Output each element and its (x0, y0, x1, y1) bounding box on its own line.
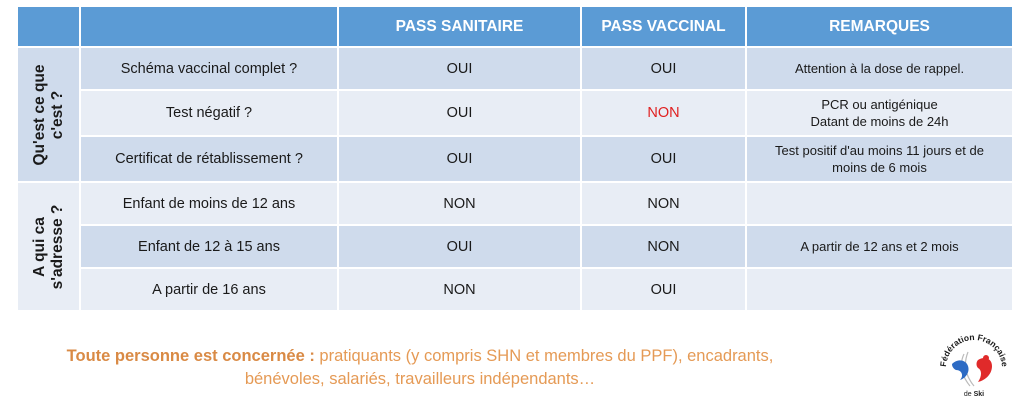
header-empty-criterion (79, 5, 339, 48)
note-line1: pratiquants (y compris SHN et membres du… (314, 347, 774, 365)
remark-cell (745, 267, 1014, 312)
pass-sanitaire-cell: OUI (337, 224, 582, 269)
remark-cell: Test positif d'au moins 11 jours et de m… (745, 135, 1014, 183)
criterion-cell: Schéma vaccinal complet ? (79, 46, 339, 91)
pass-sanitaire-cell: NON (337, 267, 582, 312)
pass-vaccinal-cell: OUI (580, 267, 747, 312)
header-empty-group (16, 5, 81, 48)
pass-sanitaire-cell: OUI (337, 89, 582, 137)
table-row: Test négatif ? OUI NON PCR ou antigéniqu… (17, 89, 1014, 137)
table-row: A qui ca s'adresse ? Enfant de moins de … (16, 181, 1014, 312)
criterion-cell: A partir de 16 ans (79, 267, 339, 312)
table-row: Qu'est ce que c'est ? Schéma vaccinal co… (16, 46, 1014, 183)
criterion-cell: Test négatif ? (79, 89, 339, 137)
ffs-logo: Fédération Française de Ski (934, 322, 1014, 402)
pass-vaccinal-cell: NON (580, 224, 747, 269)
table-row: Enfant de 12 à 15 ans OUI NON A partir d… (17, 224, 1014, 269)
pass-sanitaire-cell: OUI (337, 46, 582, 91)
ski-federation-logo-icon: Fédération Française de Ski (938, 332, 1010, 398)
criterion-cell: Enfant de 12 à 15 ans (79, 224, 339, 269)
svg-text:Fédération Française: Fédération Française (938, 332, 1010, 368)
remark-cell: A partir de 12 ans et 2 mois (745, 224, 1014, 269)
header-remarques: REMARQUES (745, 5, 1014, 48)
pass-vaccinal-cell: NON (580, 89, 747, 137)
concerned-persons-note: Toute personne est concernée : pratiquan… (60, 345, 780, 391)
criterion-cell: Enfant de moins de 12 ans (79, 181, 339, 226)
pass-vaccinal-cell: OUI (580, 46, 747, 91)
table-row: Certificat de rétablissement ? OUI OUI T… (17, 135, 1014, 183)
pass-vaccinal-cell: NON (580, 181, 747, 226)
svg-text:de Ski: de Ski (964, 391, 984, 398)
pass-sanitaire-cell: NON (337, 181, 582, 226)
pass-sanitaire-cell: OUI (337, 135, 582, 183)
remark-cell (745, 181, 1014, 226)
pass-comparison-table: PASS SANITAIRE PASS VACCINAL REMARQUES Q… (16, 5, 1014, 312)
header-pass-vaccinal: PASS VACCINAL (580, 5, 747, 48)
note-line2: bénévoles, salariés, travailleurs indépe… (244, 370, 596, 388)
criterion-cell: Certificat de rétablissement ? (79, 135, 339, 183)
remark-cell: Attention à la dose de rappel. (745, 46, 1014, 91)
group-label-what-is-it: Qu'est ce que c'est ? (16, 46, 81, 183)
note-emphasis: Toute personne est concernée : (66, 347, 315, 365)
header-pass-sanitaire: PASS SANITAIRE (337, 5, 582, 48)
table-row: A partir de 16 ans NON OUI (17, 267, 1014, 312)
group-label-who-is-it-for: A qui ca s'adresse ? (16, 181, 81, 312)
header-row: PASS SANITAIRE PASS VACCINAL REMARQUES (16, 5, 1014, 48)
remark-cell: PCR ou antigénique Datant de moins de 24… (745, 89, 1014, 137)
pass-vaccinal-cell: OUI (580, 135, 747, 183)
